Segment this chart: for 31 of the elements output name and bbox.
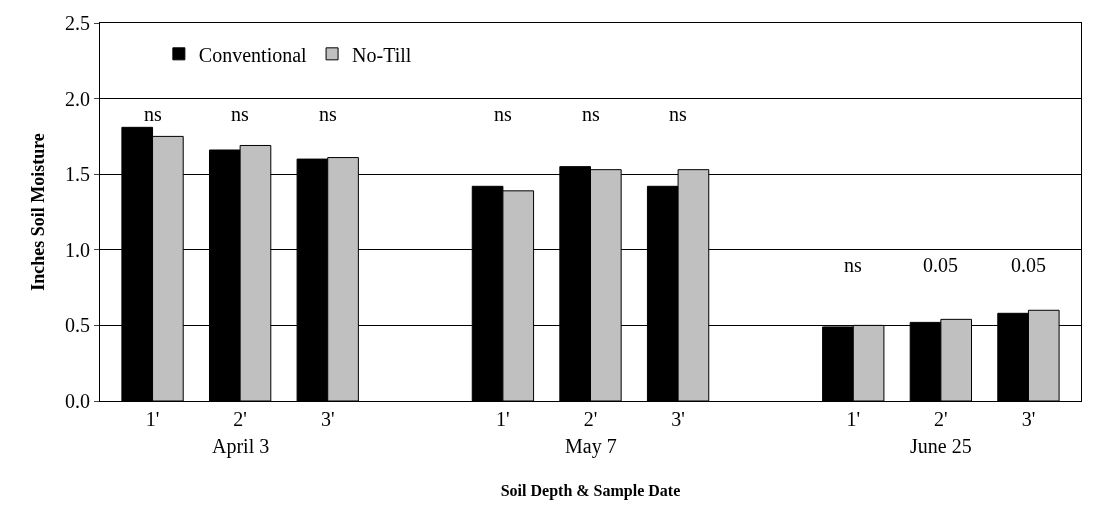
annotation: 0.05 — [923, 254, 958, 276]
annotation: ns — [669, 103, 687, 125]
y-tick-label: 2.5 — [65, 12, 90, 34]
text: May 7 — [565, 435, 617, 458]
x-tick-label: 2' — [934, 408, 948, 430]
x-tick-label: 3' — [320, 408, 335, 430]
annotation: ns — [844, 254, 862, 276]
annotation: ns — [231, 103, 249, 125]
annotation: ns — [144, 103, 162, 125]
y-tick-label: 1.0 — [65, 238, 90, 261]
annotation: ns — [582, 103, 600, 125]
x-tick-label: 1' — [496, 408, 510, 430]
annotation: ns — [494, 103, 512, 125]
x-tick-label: 1' — [846, 408, 861, 430]
x-tick-label: 3' — [671, 408, 685, 430]
x-tick-label: 1' — [145, 408, 160, 430]
x-tick-label: 2' — [233, 408, 247, 430]
text: April 3 — [212, 435, 270, 458]
y-axis-title: Inches Soil Moisture — [28, 133, 49, 291]
x-tick-label: 2' — [583, 408, 598, 430]
y-tick-label: 0.5 — [65, 314, 90, 337]
y-tick-label: 1.5 — [65, 163, 90, 186]
legend-label: No-Till — [352, 43, 412, 66]
text: June 25 — [910, 435, 972, 457]
x-axis-title: Soil Depth & Sample Date — [500, 481, 681, 500]
x-tick-label: 3' — [1021, 408, 1036, 430]
annotation: ns — [319, 103, 337, 125]
annotation: 0.05 — [1011, 254, 1046, 276]
y-tick-label: 0.0 — [65, 390, 90, 412]
legend-label: Conventional — [198, 43, 308, 66]
y-tick-label: 2.0 — [65, 87, 90, 110]
